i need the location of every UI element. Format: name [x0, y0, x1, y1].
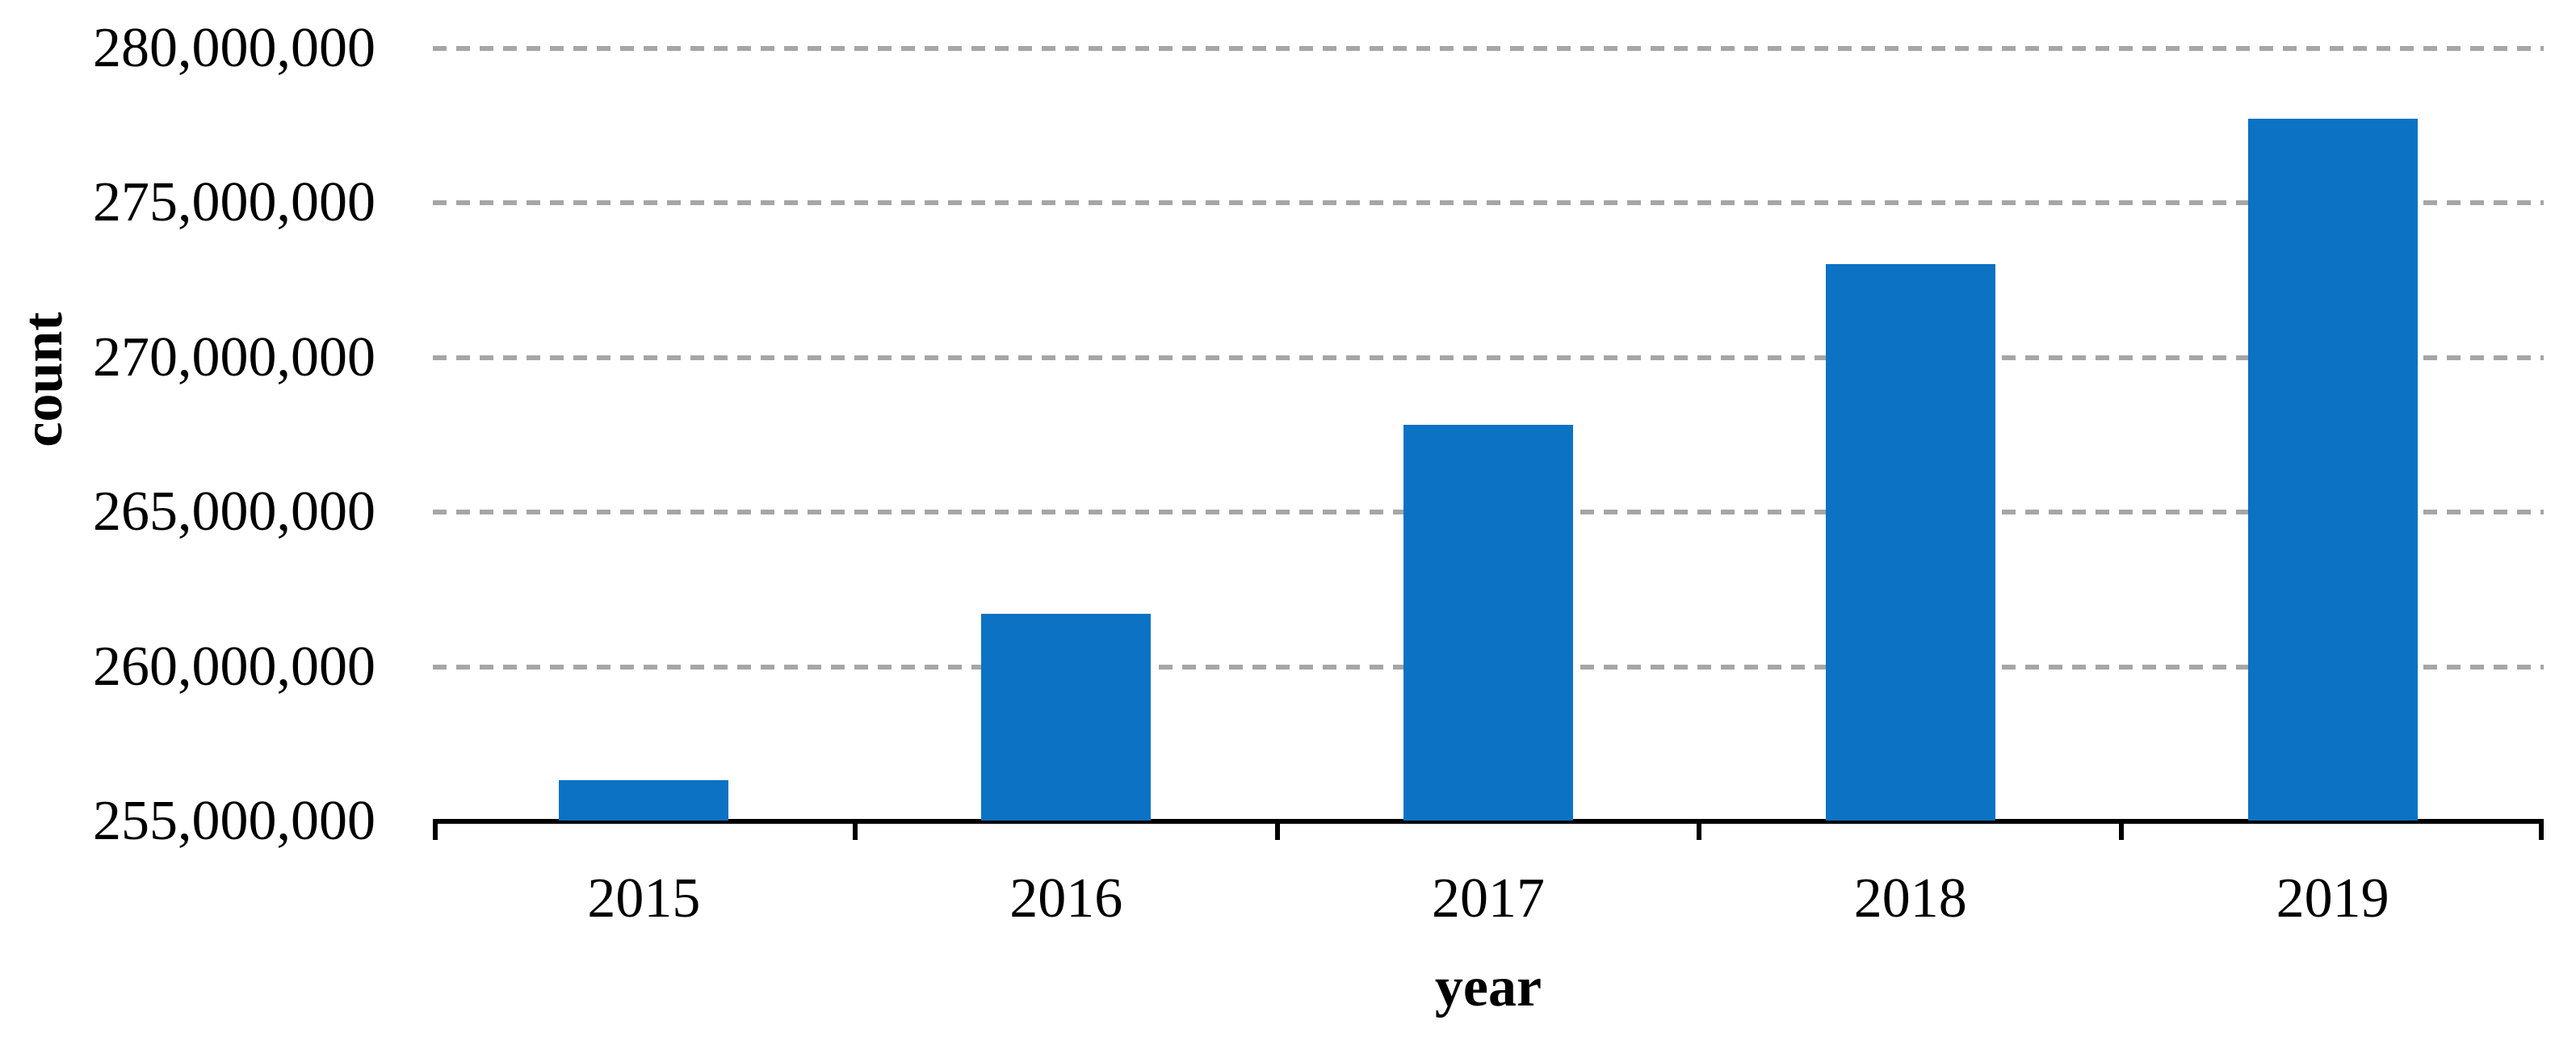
gridline	[433, 46, 2544, 51]
x-tick-label-2019: 2019	[2276, 867, 2389, 930]
bar-2015	[559, 780, 728, 821]
x-axis-tick	[2119, 819, 2125, 840]
bar-2016	[981, 614, 1151, 821]
y-tick-label: 260,000,000	[93, 635, 375, 698]
bar-2018	[1826, 264, 1995, 821]
y-tick-label: 280,000,000	[93, 17, 375, 79]
bar-2019	[2248, 119, 2418, 821]
x-axis-line	[433, 819, 2544, 824]
x-axis-tick	[2539, 819, 2544, 840]
x-axis-tick	[1697, 819, 1702, 840]
x-tick-label-2016: 2016	[1009, 867, 1123, 930]
x-axis-tick	[1274, 819, 1280, 840]
y-tick-label: 270,000,000	[93, 325, 375, 388]
bar-2017	[1403, 425, 1573, 821]
x-axis-title: year	[1434, 956, 1542, 1018]
y-tick-label: 265,000,000	[93, 481, 375, 544]
y-tick-label: 275,000,000	[93, 171, 375, 234]
y-tick-label: 255,000,000	[93, 790, 375, 852]
x-axis-tick	[852, 819, 858, 840]
gridline	[433, 200, 2544, 206]
gridline	[433, 355, 2544, 360]
x-tick-label-2017: 2017	[1432, 867, 1545, 930]
x-tick-label-2015: 2015	[587, 867, 701, 930]
x-tick-label-2018: 2018	[1853, 867, 1967, 930]
y-axis-title: count	[12, 312, 74, 447]
x-axis-tick	[433, 819, 438, 840]
